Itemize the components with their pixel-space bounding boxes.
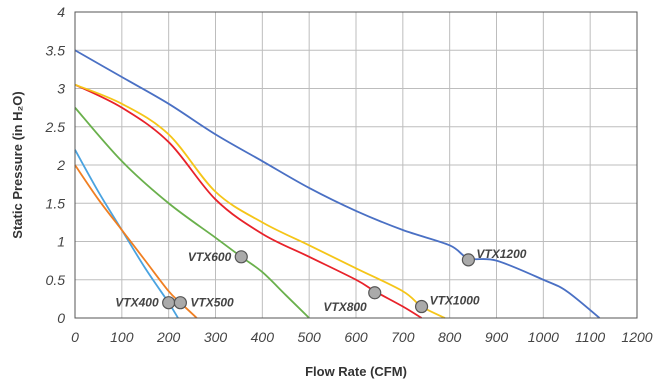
x-tick-label: 100 xyxy=(110,329,134,345)
operating-points: VTX400 VTX500 VTX600 VTX800 VTX1000 VTX1200 xyxy=(115,247,526,314)
x-tick-label: 300 xyxy=(204,329,228,345)
x-tick-label: 0 xyxy=(71,329,79,345)
x-tick-label: 1000 xyxy=(528,329,559,345)
series-line-vtx800 xyxy=(74,83,423,319)
y-axis-title: Static Pressure (in H₂O) xyxy=(10,91,25,238)
point-label-vtx600: VTX600 xyxy=(188,250,232,264)
operating-point-vtx1000 xyxy=(414,299,429,314)
point-label-vtx400: VTX400 xyxy=(115,296,159,310)
x-tick-labels: 0 100 200 300 400 500 600 700 800 900 1000 1100 1200 xyxy=(71,329,653,345)
x-tick-label: 900 xyxy=(485,329,509,345)
operating-point-vtx600 xyxy=(234,250,248,264)
point-label-vtx500: VTX500 xyxy=(190,296,234,310)
point-label-vtx1200: VTX1200 xyxy=(476,247,526,261)
y-tick-label: 4 xyxy=(57,4,65,20)
operating-point-vtx1200 xyxy=(461,253,475,267)
series-line-vtx600 xyxy=(74,107,310,319)
x-tick-label: 600 xyxy=(344,329,368,345)
operating-point-vtx400 xyxy=(162,296,176,310)
plot-frame xyxy=(74,11,638,319)
x-tick-label: 800 xyxy=(438,329,462,345)
x-axis-title: Flow Rate (CFM) xyxy=(305,364,407,379)
y-tick-label: 3.5 xyxy=(46,42,66,58)
x-tick-label: 700 xyxy=(391,329,415,345)
series-line-vtx400 xyxy=(74,149,179,319)
x-tick-label: 200 xyxy=(156,329,181,345)
series-lines xyxy=(74,49,601,319)
y-tick-label: 2.5 xyxy=(45,119,66,135)
operating-point-vtx500 xyxy=(173,296,187,310)
y-tick-label: 1 xyxy=(57,234,65,250)
x-tick-label: 500 xyxy=(297,329,321,345)
y-tick-label: 1.5 xyxy=(46,195,66,211)
point-label-vtx1000: VTX1000 xyxy=(430,294,480,308)
y-tick-label: 3 xyxy=(57,81,65,97)
x-tick-label: 1100 xyxy=(575,329,605,345)
x-tick-label: 400 xyxy=(251,329,275,345)
point-label-vtx800: VTX800 xyxy=(323,300,367,314)
series-line-vtx1000 xyxy=(74,83,446,319)
y-tick-label: 2 xyxy=(56,157,65,173)
y-tick-label: 0.5 xyxy=(46,272,66,288)
operating-point-vtx800 xyxy=(368,286,382,300)
x-tick-label: 1200 xyxy=(621,329,652,345)
y-tick-label: 0 xyxy=(57,310,65,326)
y-tick-labels: 0 0.5 1 1.5 2 2.5 3 3.5 4 xyxy=(45,4,66,326)
grid-lines xyxy=(74,11,638,319)
series-line-vtx1200 xyxy=(74,49,601,319)
